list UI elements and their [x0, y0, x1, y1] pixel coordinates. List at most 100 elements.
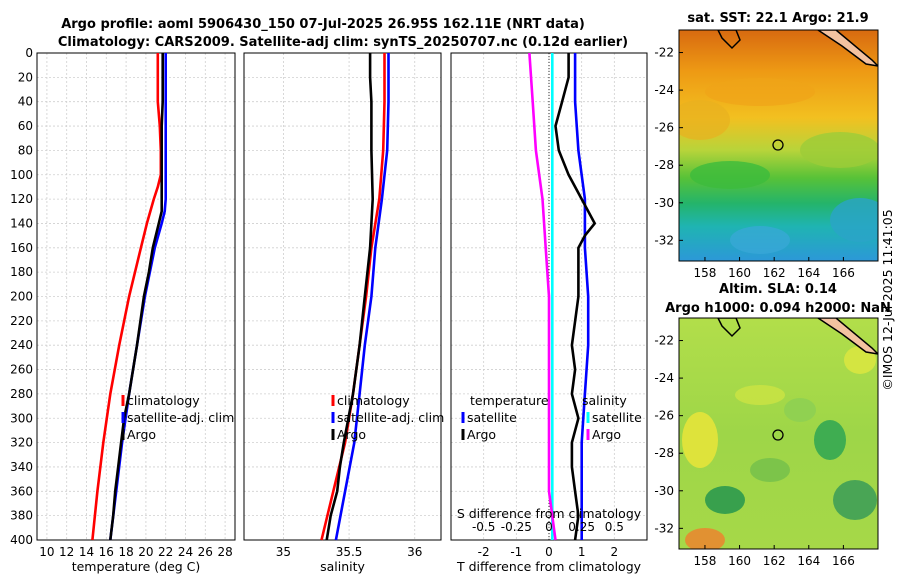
- x-tick-label: -1: [510, 545, 522, 559]
- map-y-tick-label: -30: [654, 484, 674, 498]
- x-axis-label: T difference from climatology: [456, 559, 642, 574]
- x-tick-label: 2: [611, 545, 619, 559]
- x-tick-label: 22: [158, 545, 173, 559]
- series-line-satellite-adj-clim: [109, 53, 167, 541]
- temperature-legend-2-label: Argo: [127, 427, 156, 442]
- series-line-t-argo: [554, 53, 597, 541]
- sst-map-title: sat. SST: 22.1 Argo: 21.9: [687, 11, 868, 26]
- s-diff-tick-label: -0.25: [501, 520, 532, 534]
- map-y-tick-label: -22: [654, 46, 674, 60]
- map-x-tick-label: 166: [832, 266, 855, 280]
- x-tick-label: 0: [545, 545, 553, 559]
- series-line-argo: [325, 53, 375, 541]
- map-x-tick-label: 160: [728, 266, 751, 280]
- sst-argo-marker: [772, 139, 784, 151]
- salinity-legend-2-label: Argo: [337, 427, 366, 442]
- y-tick-label: 280: [10, 387, 33, 401]
- x-tick-label: 35.5: [336, 545, 363, 559]
- y-tick-label: 240: [10, 338, 33, 352]
- sst-map-field: [679, 30, 878, 261]
- y-tick-label: 100: [10, 168, 33, 182]
- x-tick-label: 10: [39, 545, 54, 559]
- x-tick-label: 12: [59, 545, 74, 559]
- x-tick-label: -2: [478, 545, 490, 559]
- y-tick-label: 140: [10, 216, 33, 230]
- y-tick-label: 340: [10, 460, 33, 474]
- map-y-tick-label: -26: [654, 409, 674, 423]
- x-tick-label: 14: [79, 545, 94, 559]
- x-axis-label: temperature (deg C): [72, 559, 201, 574]
- y-tick-label: 160: [10, 241, 33, 255]
- map-y-tick-label: -24: [654, 371, 674, 385]
- diff-t-legend-0-label: satellite: [467, 410, 517, 425]
- sla-argo-marker: [772, 429, 784, 441]
- map-y-tick-label: -28: [654, 446, 674, 460]
- x-tick-label: 28: [217, 545, 232, 559]
- s-diff-axis-label: S difference from climatology: [457, 506, 642, 521]
- diff-s-legend-1-label: Argo: [592, 427, 621, 442]
- y-tick-label: 320: [10, 436, 33, 450]
- series-line-t-satellite: [573, 53, 590, 540]
- y-tick-label: 380: [10, 509, 33, 523]
- sla-map-field: [679, 318, 878, 549]
- title-line-2: Climatology: CARS2009. Satellite-adj cli…: [58, 35, 628, 50]
- salinity-legend-0-label: climatology: [337, 393, 410, 408]
- map-y-tick-label: -32: [654, 521, 674, 535]
- map-y-tick-label: -32: [654, 233, 674, 247]
- map-y-tick-label: -28: [654, 158, 674, 172]
- s-diff-tick-label: 0: [545, 520, 553, 534]
- s-diff-tick-label: 0.25: [568, 520, 595, 534]
- x-tick-label: 24: [178, 545, 193, 559]
- y-tick-label: 220: [10, 314, 33, 328]
- y-tick-label: 360: [10, 484, 33, 498]
- temperature-panel: 10 12 14 16 18 20 22 24 26 2802040608010012014016…: [10, 46, 236, 574]
- map-x-tick-label: 164: [797, 554, 820, 568]
- series-line-climatology: [91, 53, 163, 541]
- map-y-tick-label: -30: [654, 196, 674, 210]
- temperature-legend-0-label: climatology: [127, 393, 200, 408]
- credit-stamp: ©IMOS 12-Jul-2025 11:41:05: [880, 209, 895, 390]
- y-tick-label: 0: [25, 46, 33, 60]
- s-diff-tick-label: -0.5: [472, 520, 495, 534]
- sla-map-subtitle: Argo h1000: 0.094 h2000: NaN: [665, 301, 891, 316]
- series-line-s-argo: [528, 52, 557, 541]
- map-x-tick-label: 160: [728, 554, 751, 568]
- sla-map-axes: 158 160 162 164 166 -22 -24 -26 -28 -30 -32: [654, 334, 854, 568]
- sla-map-title: Altim. SLA: 0.14: [719, 282, 837, 297]
- y-tick-label: 400: [10, 533, 33, 547]
- y-tick-label: 120: [10, 192, 33, 206]
- y-tick-label: 60: [18, 119, 33, 133]
- x-tick-label: 18: [118, 545, 133, 559]
- x-tick-label: 36: [407, 545, 422, 559]
- sst-land-new-caledonia: [816, 30, 878, 67]
- y-tick-label: 300: [10, 411, 33, 425]
- y-tick-label: 40: [18, 95, 33, 109]
- diff-t-legend-1-label: Argo: [467, 427, 496, 442]
- series-line-argo: [109, 53, 164, 541]
- series-line-satellite-adj-clim: [334, 53, 390, 541]
- x-tick-label: 35: [276, 545, 291, 559]
- y-tick-label: 180: [10, 265, 33, 279]
- y-tick-label: 20: [18, 70, 33, 84]
- salinity-legend-1-label: satellite-adj. clim: [337, 410, 444, 425]
- map-x-tick-label: 164: [797, 266, 820, 280]
- temperature-legend-1-label: satellite-adj. clim: [127, 410, 234, 425]
- y-tick-label: 260: [10, 363, 33, 377]
- map-y-tick-label: -24: [654, 83, 674, 97]
- map-x-tick-label: 158: [694, 554, 717, 568]
- temperature-legend-title: temperature: [470, 393, 549, 408]
- x-axis-label: salinity: [320, 559, 365, 574]
- x-tick-label: 26: [198, 545, 213, 559]
- y-tick-label: 200: [10, 290, 33, 304]
- difference-panel: -2 -1 0 1 2T difference from climatology -0.5…: [450, 52, 648, 574]
- salinity-legend-title: salinity: [582, 393, 627, 408]
- title-line-1: Argo profile: aoml 5906430_150 07-Jul-20…: [61, 17, 585, 32]
- map-y-tick-label: -22: [654, 334, 674, 348]
- map-x-tick-label: 158: [694, 266, 717, 280]
- s-diff-tick-label: 0.5: [605, 520, 624, 534]
- map-y-tick-label: -26: [654, 121, 674, 135]
- axes-frame: [36, 52, 236, 541]
- sst-map-axes: 158 160 162 164 166 -22 -24 -26 -28 -30 -32: [654, 46, 854, 280]
- map-x-tick-label: 162: [763, 554, 786, 568]
